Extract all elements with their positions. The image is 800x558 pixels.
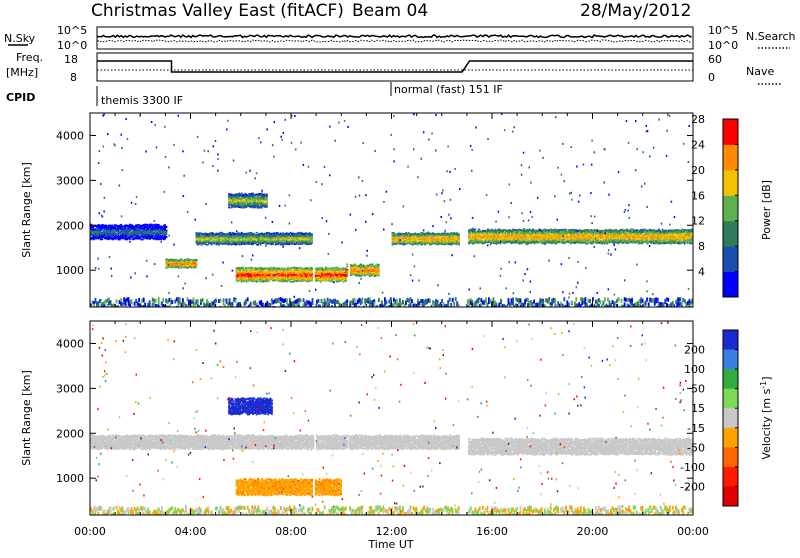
power-cell — [458, 234, 460, 236]
power-cell — [311, 276, 313, 278]
power-cell — [196, 265, 198, 266]
power-cell — [346, 275, 348, 277]
nsearch-trace — [98, 40, 692, 42]
power-cell — [178, 267, 180, 268]
power-cell — [241, 244, 243, 246]
nsky-panel-frame — [97, 27, 693, 49]
nsearch-label: N.Search — [746, 30, 796, 43]
power-cell — [408, 232, 410, 234]
nsearch-tick-top: 10^5 — [708, 24, 738, 37]
nsky-label: N.Sky — [4, 32, 36, 45]
freq-tick-top: 18 — [64, 53, 78, 66]
nsky-traces — [98, 35, 692, 42]
power-cell — [266, 199, 268, 201]
power-cell — [474, 229, 476, 231]
date-label: 28/May/2012 — [580, 1, 692, 21]
power-cell — [120, 224, 122, 226]
power-cell — [165, 226, 167, 228]
power-cell — [253, 233, 255, 235]
power-cell — [242, 267, 244, 269]
power-cell — [346, 263, 348, 265]
power-cell — [165, 229, 167, 231]
freq-panel-frame — [97, 53, 693, 81]
power-heatmap — [90, 113, 695, 310]
power-cell — [458, 244, 460, 246]
power-cell — [266, 201, 268, 203]
freq-traces — [97, 61, 693, 72]
power-cell — [311, 268, 313, 270]
power-cell — [251, 267, 253, 269]
power-cell — [295, 271, 297, 273]
freq-label-line2: [MHz] — [6, 66, 38, 79]
power-cell — [272, 243, 274, 245]
power-cell — [378, 268, 380, 270]
power-cell — [114, 226, 116, 228]
plot-title: Christmas Valley East (fitACF) — [91, 1, 344, 21]
power-cell — [458, 237, 460, 239]
power-cell — [345, 277, 347, 279]
nsky-tick-bottom: 10^0 — [57, 39, 87, 52]
power-cell — [311, 242, 313, 244]
power-cell — [311, 234, 313, 236]
power-cell — [256, 281, 258, 283]
power-cell — [229, 232, 231, 234]
power-cell — [360, 264, 362, 266]
power-cell — [101, 238, 103, 240]
power-cell — [196, 260, 198, 261]
power-cell — [207, 244, 209, 246]
nave-tick-top: 60 — [708, 53, 722, 66]
power-cell — [129, 238, 131, 240]
power-cell — [311, 270, 313, 272]
nave-label: Nave — [746, 65, 774, 78]
nave-tick-bottom: 0 — [708, 71, 715, 84]
freq-tick-bottom: 8 — [70, 71, 77, 84]
power-cell — [257, 244, 259, 246]
power-cell — [266, 194, 268, 196]
power-cell — [266, 205, 268, 207]
power-cell — [187, 258, 189, 259]
nsky-trace — [98, 35, 692, 38]
power-cell — [378, 264, 380, 266]
power-cell — [165, 236, 167, 238]
power-cell — [241, 193, 243, 195]
power-cell — [199, 241, 201, 243]
power-cell — [165, 233, 167, 235]
power-cell — [295, 243, 297, 245]
power-cell — [256, 232, 258, 234]
power-cell — [311, 239, 313, 241]
power-cell — [196, 262, 198, 263]
power-cell — [211, 244, 213, 246]
beam-label: Beam 04 — [352, 1, 428, 21]
power-cell — [415, 240, 417, 242]
power-cell — [346, 269, 348, 271]
power-cell — [346, 272, 348, 274]
power-cell — [444, 232, 446, 234]
cpid-text-1: themis 3300 IF — [101, 94, 183, 107]
power-cell — [158, 224, 160, 226]
power-cell — [458, 238, 460, 240]
cpid-text-2: normal (fast) 151 IF — [394, 83, 503, 96]
power-cell — [478, 229, 480, 231]
power-cell — [346, 266, 348, 268]
power-cell — [378, 266, 380, 268]
power-cell — [371, 263, 373, 265]
power-cell — [458, 241, 460, 243]
power-cell — [164, 224, 166, 226]
freq-label-line1: Freq. — [16, 51, 43, 64]
power-cell — [444, 244, 446, 246]
power-cell — [405, 232, 407, 234]
power-cell — [276, 269, 278, 271]
nsearch-tick-bottom: 10^0 — [708, 39, 738, 52]
power-cell — [311, 236, 313, 238]
nsky-tick-top: 10^5 — [57, 24, 87, 37]
cpid-label: CPID — [6, 91, 35, 104]
power-cell — [228, 207, 230, 209]
